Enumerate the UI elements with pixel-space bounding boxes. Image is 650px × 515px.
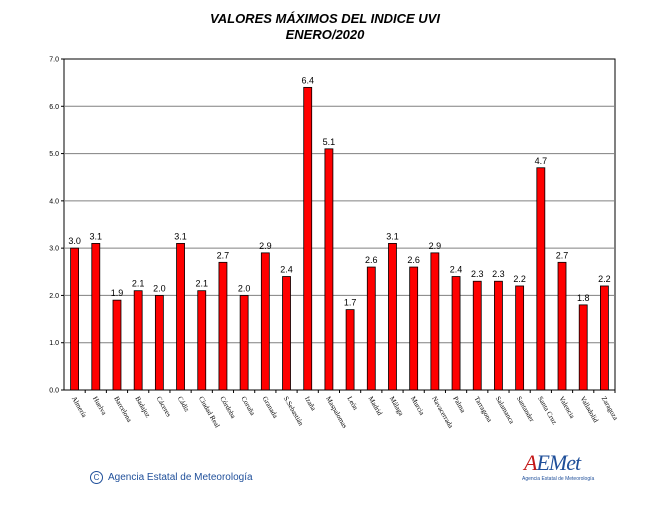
- x-tick-label: Málaga: [388, 395, 406, 418]
- bar: [282, 276, 291, 391]
- bar-value-label: 5.1: [323, 137, 336, 147]
- x-tick-label: Cádiz: [176, 395, 191, 413]
- x-tick-label: Barcelona: [112, 395, 134, 424]
- bar-value-label: 2.7: [556, 250, 569, 260]
- x-tick-label: Córdoba: [218, 395, 237, 421]
- copyright-icon: C: [90, 471, 103, 484]
- x-tick-label: Salamanca: [494, 395, 517, 426]
- bar-value-label: 2.9: [429, 241, 442, 251]
- bar-value-label: 2.2: [598, 274, 611, 284]
- x-tick-label: Huelva: [91, 395, 108, 417]
- bar-value-label: 2.9: [259, 241, 272, 251]
- bar-value-label: 3.1: [386, 231, 399, 241]
- bar-value-label: 2.0: [153, 283, 166, 293]
- bar: [133, 290, 143, 391]
- bar: [409, 266, 419, 391]
- bar: [600, 285, 609, 391]
- bar: [91, 243, 101, 391]
- x-tick-label: S.Sebastián: [282, 395, 305, 428]
- bar: [557, 261, 567, 391]
- y-tick-label: 2.0: [49, 293, 59, 300]
- bar: [515, 285, 525, 391]
- x-tick-label: Ciudad Real: [197, 395, 221, 429]
- aemet-logo-word: AEMet: [524, 450, 581, 475]
- bar-value-label: 2.6: [365, 255, 378, 265]
- bar-value-label: 1.9: [111, 288, 124, 298]
- x-tick-label: Tarragona: [473, 395, 495, 424]
- bar-value-label: 2.3: [471, 269, 484, 279]
- bar: [578, 304, 588, 391]
- bar-value-label: 3.0: [68, 236, 81, 246]
- bar: [451, 276, 461, 391]
- bar-value-label: 1.8: [577, 293, 590, 303]
- y-tick-label: 3.0: [49, 246, 59, 253]
- x-tick-label: Madrid: [367, 395, 384, 417]
- bar: [472, 280, 482, 391]
- x-tick-label: Murcia: [409, 395, 426, 417]
- x-tick-label: Izaña: [303, 395, 318, 413]
- x-tick-label: Santander: [515, 395, 536, 424]
- bar-value-label: 1.7: [344, 298, 357, 308]
- x-tick-label: Granada: [261, 395, 280, 420]
- bar: [218, 261, 228, 391]
- bar-value-label: 2.1: [195, 279, 208, 289]
- x-tick-label: Valencia: [557, 395, 576, 421]
- bar-value-label: 2.0: [238, 283, 251, 293]
- x-tick-label: Valladolid: [578, 395, 600, 424]
- bar-value-label: 2.2: [513, 274, 526, 284]
- bar-value-label: 2.1: [132, 279, 145, 289]
- bar: [154, 295, 164, 391]
- bar-value-label: 2.3: [492, 269, 505, 279]
- bar-value-label: 3.1: [174, 231, 187, 241]
- bar: [197, 290, 207, 391]
- bar: [366, 266, 376, 391]
- plot-area: [63, 58, 616, 391]
- x-tick-label: Navacerrada: [430, 395, 455, 430]
- y-tick-label: 0.0: [49, 388, 59, 395]
- bar: [303, 86, 313, 391]
- bar: [536, 167, 546, 391]
- bar-value-label: 4.7: [535, 156, 548, 166]
- x-tick-label: Almería: [70, 395, 89, 420]
- x-tick-label: León: [345, 395, 359, 412]
- bar: [388, 243, 397, 391]
- x-tick-label: Palma: [451, 395, 467, 415]
- bar-value-label: 2.4: [280, 265, 293, 275]
- bar: [260, 252, 270, 391]
- footer-credit-text: Agencia Estatal de Meteorología: [108, 472, 253, 483]
- y-tick-label: 7.0: [49, 57, 59, 64]
- bar: [70, 247, 79, 391]
- bar-value-label: 2.4: [450, 265, 463, 275]
- bar: [112, 299, 122, 391]
- bar: [176, 243, 185, 391]
- y-tick-label: 4.0: [49, 198, 59, 205]
- x-tick-label: Cáceres: [155, 395, 173, 418]
- bar: [345, 309, 355, 391]
- chart-subtitle: ENERO/2020: [285, 27, 365, 42]
- bar-value-label: 2.6: [407, 255, 420, 265]
- y-tick-label: 6.0: [49, 104, 59, 111]
- x-tick-label: Santa Cruz: [536, 395, 558, 426]
- aemet-logo-subtitle: Agencia Estatal de Meteorología: [522, 476, 595, 482]
- bar-value-label: 3.1: [90, 231, 103, 241]
- y-tick-label: 1.0: [49, 340, 59, 347]
- footer-credit: C Agencia Estatal de Meteorología: [90, 471, 253, 484]
- bar-value-label: 6.4: [301, 75, 314, 85]
- bar: [239, 295, 249, 391]
- y-tick-label: 5.0: [49, 151, 59, 158]
- x-tick-label: Badajoz: [133, 395, 151, 419]
- bar-value-label: 2.7: [217, 250, 230, 260]
- x-tick-label: Coruña: [239, 395, 257, 418]
- x-tick-label: Maspalomas: [324, 395, 349, 430]
- bar: [430, 252, 440, 391]
- aemet-logo: AEMet Agencia Estatal de Meteorología: [522, 450, 595, 490]
- bar: [494, 280, 503, 391]
- x-tick-label: Zaragoza: [600, 395, 620, 422]
- chart-title: VALORES MÁXIMOS DEL INDICE UVI: [210, 11, 440, 26]
- bar: [324, 148, 334, 391]
